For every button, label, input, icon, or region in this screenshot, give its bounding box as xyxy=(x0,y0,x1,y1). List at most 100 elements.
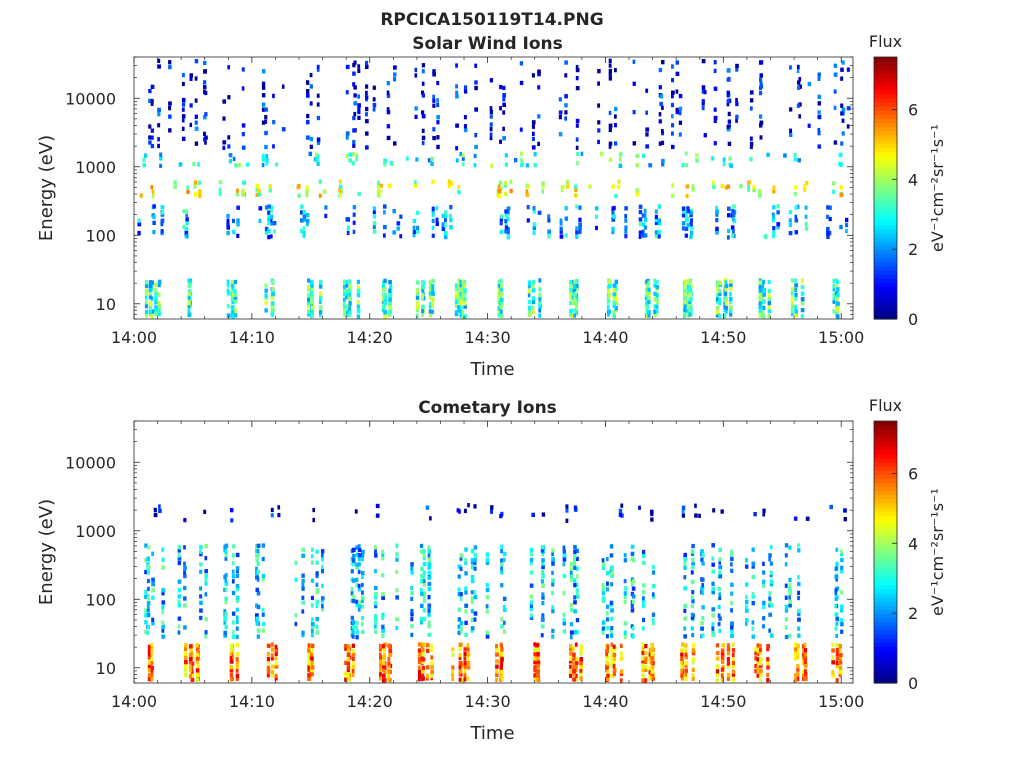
flux-cell xyxy=(461,162,465,167)
flux-cell xyxy=(759,673,763,678)
flux-cell xyxy=(713,107,717,112)
flux-cell xyxy=(365,106,369,112)
flux-cell xyxy=(383,296,387,301)
flux-cell xyxy=(499,229,504,235)
flux-cell xyxy=(150,672,154,678)
flux-cell xyxy=(365,131,369,136)
flux-cell xyxy=(751,561,756,566)
flux-cell xyxy=(184,231,189,236)
flux-cell xyxy=(352,554,356,559)
flux-cell xyxy=(381,552,385,557)
flux-cell xyxy=(641,678,645,683)
flux-cell xyxy=(188,289,192,294)
flux-cell xyxy=(386,93,391,98)
flux-cell xyxy=(565,504,569,509)
flux-cell xyxy=(573,545,577,550)
flux-cell xyxy=(766,152,770,157)
flux-cell xyxy=(309,101,313,106)
colorbar-step xyxy=(874,228,897,234)
flux-cell xyxy=(177,603,181,608)
flux-cell xyxy=(623,558,628,563)
flux-cell xyxy=(570,280,575,285)
flux-cell xyxy=(758,304,762,309)
flux-cell xyxy=(301,547,305,552)
flux-cell xyxy=(720,509,724,514)
flux-cell xyxy=(569,308,573,314)
flux-cell xyxy=(573,505,578,510)
flux-cell xyxy=(766,657,770,662)
flux-cell xyxy=(459,592,463,597)
flux-cell xyxy=(573,595,577,600)
flux-cell xyxy=(525,163,529,168)
flux-cell xyxy=(301,600,306,605)
flux-cell xyxy=(428,313,433,318)
flux-cell xyxy=(386,81,390,86)
flux-cell xyxy=(630,591,635,597)
flux-cell xyxy=(729,282,733,287)
flux-cell xyxy=(619,643,623,648)
flux-cell xyxy=(547,214,551,219)
flux-cell xyxy=(520,158,524,163)
flux-cell xyxy=(499,221,503,226)
flux-cell xyxy=(671,64,674,69)
flux-cell xyxy=(717,604,721,610)
flux-cell xyxy=(576,151,580,157)
flux-cell xyxy=(651,676,656,681)
flux-cell xyxy=(797,590,801,595)
flux-cell xyxy=(157,107,161,112)
flux-cell xyxy=(321,557,324,562)
flux-cell xyxy=(300,204,304,209)
flux-cell xyxy=(229,677,233,682)
flux-cell xyxy=(832,287,836,292)
flux-cell xyxy=(356,279,360,285)
flux-cell xyxy=(307,287,311,292)
flux-cell xyxy=(198,189,202,194)
flux-cell xyxy=(606,304,610,309)
flux-cell xyxy=(845,222,849,228)
flux-cell xyxy=(255,616,259,621)
flux-cell xyxy=(184,226,189,231)
colorbar-step xyxy=(874,527,897,533)
flux-cell xyxy=(564,110,568,115)
flux-cell xyxy=(144,304,149,309)
flux-cell xyxy=(840,67,844,72)
flux-cell xyxy=(715,310,720,315)
flux-cell xyxy=(718,557,722,562)
flux-cell xyxy=(485,557,490,562)
flux-cell xyxy=(421,304,425,310)
flux-cell xyxy=(426,648,430,653)
flux-cell xyxy=(569,282,573,288)
flux-cell xyxy=(749,136,753,141)
flux-cell xyxy=(683,608,687,613)
flux-cell xyxy=(346,672,350,677)
flux-cell xyxy=(751,564,755,569)
flux-cell xyxy=(623,621,628,626)
flux-cell xyxy=(489,122,493,127)
flux-cell xyxy=(762,604,766,610)
flux-cell xyxy=(272,144,275,149)
flux-cell xyxy=(190,677,195,682)
flux-cell xyxy=(431,288,435,293)
flux-cell xyxy=(689,210,694,215)
flux-cell xyxy=(427,595,431,600)
flux-cell xyxy=(454,283,459,288)
flux-cell xyxy=(150,185,154,190)
flux-cell xyxy=(572,652,576,657)
flux-cell xyxy=(606,288,611,294)
flux-cell xyxy=(597,103,601,108)
flux-cell xyxy=(417,642,422,647)
flux-cell xyxy=(680,673,684,678)
flux-cell xyxy=(718,313,722,319)
flux-cell xyxy=(612,652,617,657)
flux-cell xyxy=(655,309,659,314)
flux-cell xyxy=(789,128,793,133)
flux-cell xyxy=(551,561,555,566)
flux-cell xyxy=(579,661,583,666)
flux-cell xyxy=(224,617,228,622)
flux-cell xyxy=(681,505,686,510)
flux-cell xyxy=(361,574,364,579)
flux-cell xyxy=(531,512,535,517)
flux-cell xyxy=(148,124,152,129)
flux-cell xyxy=(421,114,426,119)
